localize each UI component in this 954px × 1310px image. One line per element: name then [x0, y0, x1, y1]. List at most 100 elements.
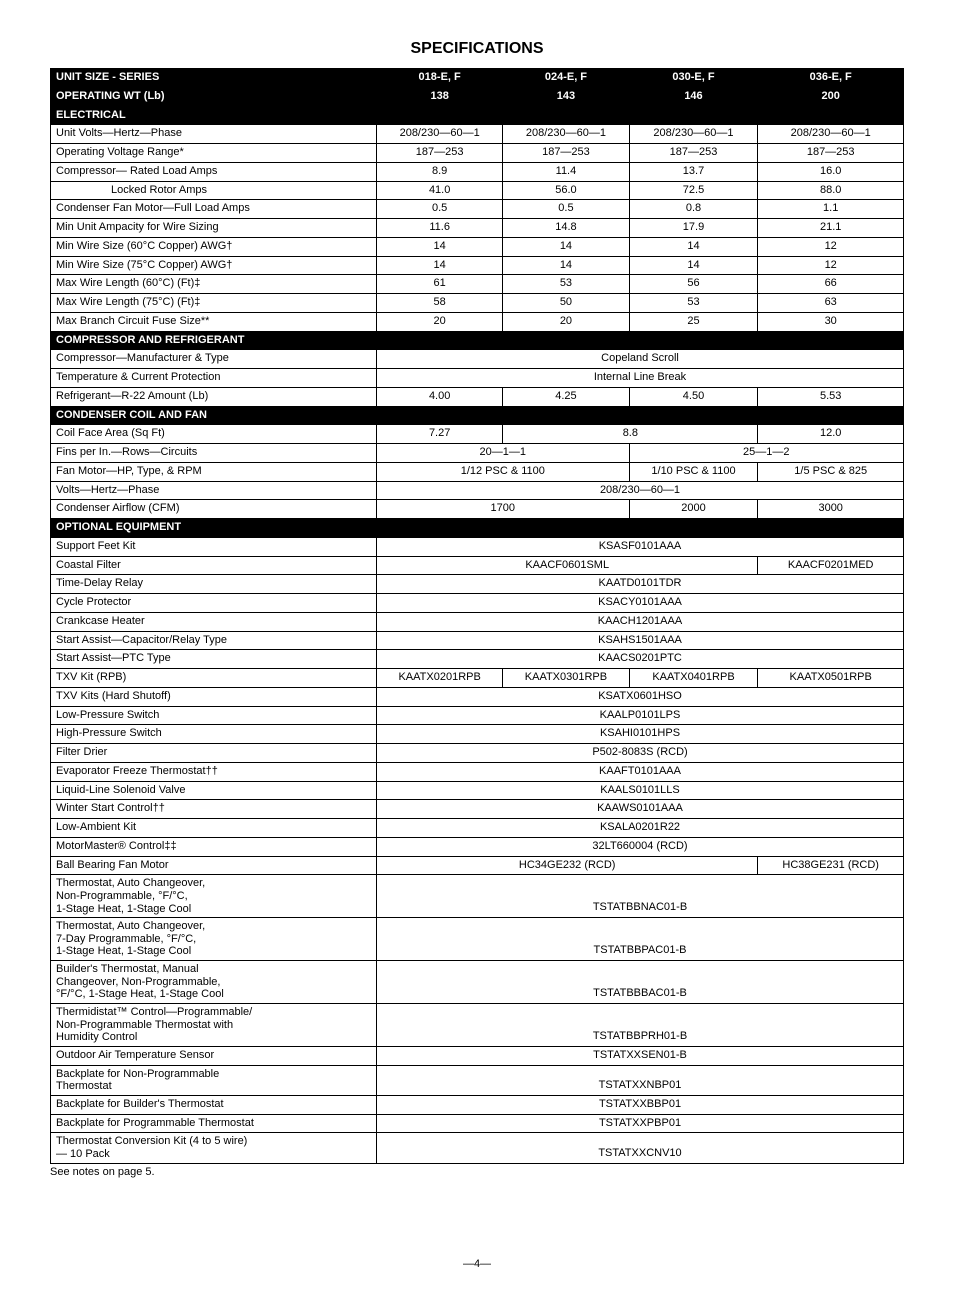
row-label: Min Wire Size (75°C Copper) AWG†	[51, 256, 377, 275]
table-row: Evaporator Freeze Thermostat††KAAFT0101A…	[51, 762, 904, 781]
table-row: Start Assist—Capacitor/Relay TypeKSAHS15…	[51, 631, 904, 650]
cell: 1/12 PSC & 1100	[377, 462, 630, 481]
cell: KAACH1201AAA	[377, 612, 904, 631]
row-label: Condenser Fan Motor—Full Load Amps	[51, 200, 377, 219]
spec-table: UNIT SIZE - SERIES 018-E, F 024-E, F 030…	[50, 68, 904, 1164]
cell: TSTATBBPAC01-B	[377, 918, 904, 961]
row-label: Unit Volts—Hertz—Phase	[51, 125, 377, 144]
cell: P502-8083S (RCD)	[377, 744, 904, 763]
table-row: COMPRESSOR AND REFRIGERANT	[51, 331, 904, 350]
unit-size-header: UNIT SIZE - SERIES	[51, 69, 377, 88]
cell: 1.1	[758, 200, 904, 219]
cell: 208/230—60—1	[503, 125, 629, 144]
cell: 58	[377, 294, 503, 313]
row-label: Compressor— Rated Load Amps	[51, 162, 377, 181]
cell: KAATX0201RPB	[377, 669, 503, 688]
row-label: Thermostat Conversion Kit (4 to 5 wire)—…	[51, 1133, 377, 1163]
cell: TSTATBBPRH01-B	[377, 1004, 904, 1047]
table-row: Coil Face Area (Sq Ft)7.278.812.0	[51, 425, 904, 444]
table-row: Ball Bearing Fan MotorHC34GE232 (RCD)HC3…	[51, 856, 904, 875]
cell: KAATX0401RPB	[629, 669, 758, 688]
cell: 187—253	[629, 144, 758, 163]
cell: 1700	[377, 500, 630, 519]
cell: 0.5	[377, 200, 503, 219]
row-label: Volts—Hertz—Phase	[51, 481, 377, 500]
table-row: OPTIONAL EQUIPMENT	[51, 519, 904, 538]
cell: 8.8	[503, 425, 758, 444]
cell: 11.4	[503, 162, 629, 181]
cell: 187—253	[758, 144, 904, 163]
section-condenser: CONDENSER COIL AND FAN	[51, 406, 904, 425]
cell: KAALS0101LLS	[377, 781, 904, 800]
row-label: Thermostat, Auto Changeover,7-Day Progra…	[51, 918, 377, 961]
cell: 56.0	[503, 181, 629, 200]
cell: 17.9	[629, 219, 758, 238]
cell: TSTATBBBAC01-B	[377, 961, 904, 1004]
table-row: Thermostat, Auto Changeover,Non-Programm…	[51, 875, 904, 918]
row-label: Backplate for Non-ProgrammableThermostat	[51, 1065, 377, 1095]
row-label: Max Wire Length (60°C) (Ft)‡	[51, 275, 377, 294]
table-row: Thermostat Conversion Kit (4 to 5 wire)—…	[51, 1133, 904, 1163]
col-024: 024-E, F	[503, 69, 629, 88]
table-row: Min Wire Size (75°C Copper) AWG†14141412	[51, 256, 904, 275]
cell: TSTATXXNBP01	[377, 1065, 904, 1095]
cell: 200	[758, 87, 904, 106]
row-label: Builder's Thermostat, ManualChangeover, …	[51, 961, 377, 1004]
table-row: OPERATING WT (Lb) 138 143 146 200	[51, 87, 904, 106]
row-label: Crankcase Heater	[51, 612, 377, 631]
table-row: Condenser Fan Motor—Full Load Amps0.50.5…	[51, 200, 904, 219]
row-label: Refrigerant—R-22 Amount (Lb)	[51, 387, 377, 406]
cell: 53	[629, 294, 758, 313]
cell: 208/230—60—1	[377, 125, 503, 144]
cell: 20	[377, 312, 503, 331]
row-label: Coil Face Area (Sq Ft)	[51, 425, 377, 444]
cell: 1/5 PSC & 825	[758, 462, 904, 481]
cell: TSTATXXCNV10	[377, 1133, 904, 1163]
cell: 50	[503, 294, 629, 313]
table-row: Max Wire Length (60°C) (Ft)‡61535666	[51, 275, 904, 294]
row-label: Max Branch Circuit Fuse Size**	[51, 312, 377, 331]
cell: 11.6	[377, 219, 503, 238]
cell: 30	[758, 312, 904, 331]
row-label: Filter Drier	[51, 744, 377, 763]
table-row: Min Wire Size (60°C Copper) AWG†14141412	[51, 237, 904, 256]
cell: 20	[503, 312, 629, 331]
section-compressor: COMPRESSOR AND REFRIGERANT	[51, 331, 904, 350]
cell: 0.5	[503, 200, 629, 219]
table-row: Filter DrierP502-8083S (RCD)	[51, 744, 904, 763]
cell: Copeland Scroll	[377, 350, 904, 369]
cell: 2000	[629, 500, 758, 519]
table-row: Liquid-Line Solenoid ValveKAALS0101LLS	[51, 781, 904, 800]
table-row: Max Wire Length (75°C) (Ft)‡58505363	[51, 294, 904, 313]
row-label: Start Assist—Capacitor/Relay Type	[51, 631, 377, 650]
cell: TSTATXXSEN01-B	[377, 1046, 904, 1065]
cell: KAACF0601SML	[377, 556, 758, 575]
table-row: Winter Start Control††KAAWS0101AAA	[51, 800, 904, 819]
table-row: Support Feet KitKSASF0101AAA	[51, 537, 904, 556]
row-label: Ball Bearing Fan Motor	[51, 856, 377, 875]
table-row: Coastal FilterKAACF0601SMLKAACF0201MED	[51, 556, 904, 575]
cell: 20—1—1	[377, 444, 630, 463]
cell: KAAFT0101AAA	[377, 762, 904, 781]
row-label: Compressor—Manufacturer & Type	[51, 350, 377, 369]
row-label: Min Unit Ampacity for Wire Sizing	[51, 219, 377, 238]
table-row: Thermostat, Auto Changeover,7-Day Progra…	[51, 918, 904, 961]
cell: KSACY0101AAA	[377, 594, 904, 613]
cell: 14	[629, 256, 758, 275]
cell: 61	[377, 275, 503, 294]
cell: 25—1—2	[629, 444, 903, 463]
row-label: MotorMaster® Control‡‡	[51, 837, 377, 856]
table-row: Backplate for Programmable ThermostatTST…	[51, 1114, 904, 1133]
cell: 187—253	[377, 144, 503, 163]
cell: 8.9	[377, 162, 503, 181]
col-018: 018-E, F	[377, 69, 503, 88]
cell: 3000	[758, 500, 904, 519]
cell: 12.0	[758, 425, 904, 444]
table-row: Compressor—Manufacturer & TypeCopeland S…	[51, 350, 904, 369]
table-row: Temperature & Current ProtectionInternal…	[51, 369, 904, 388]
row-label: Support Feet Kit	[51, 537, 377, 556]
cell: KSALA0201R22	[377, 819, 904, 838]
cell: 14	[629, 237, 758, 256]
row-label: Max Wire Length (75°C) (Ft)‡	[51, 294, 377, 313]
table-row: Cycle ProtectorKSACY0101AAA	[51, 594, 904, 613]
